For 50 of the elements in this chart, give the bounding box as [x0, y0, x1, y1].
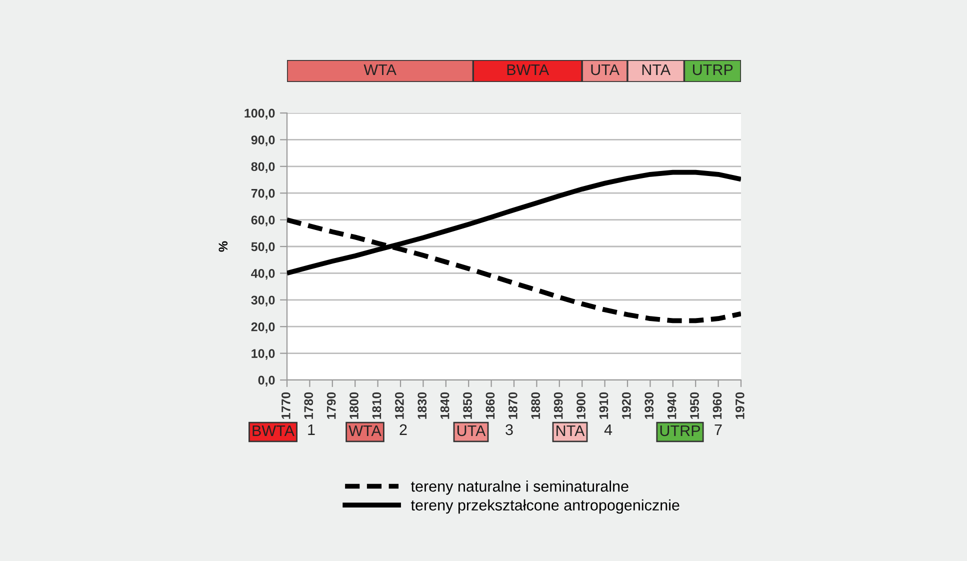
text: 1 [308, 424, 315, 435]
text: NTA [556, 425, 585, 436]
x-tick-label: 1950 [690, 392, 699, 419]
y-tick-label: 10,0 [252, 349, 275, 360]
text: 4 [604, 424, 612, 435]
text: 7 [714, 424, 722, 435]
series-label: WTA [364, 64, 396, 75]
y-tick-label: 30,0 [251, 296, 275, 306]
y-tick-label: 90,0 [251, 136, 275, 146]
y-tick-label: 20,0 [251, 322, 275, 334]
series-label: BWTA [507, 64, 550, 75]
text: WTA [348, 425, 382, 436]
x-tick-label: 1780 [304, 392, 314, 419]
x-tick-label: 1870 [508, 392, 518, 419]
legend-label: tereny naturalne i seminaturalne [410, 480, 628, 495]
y-tick-label: 40,0 [251, 269, 275, 280]
y-tick-label: 60,0 [251, 216, 275, 226]
legend-label: tereny przekształcone antropogenicznie [410, 499, 680, 514]
x-tick-label: 1850 [463, 392, 472, 419]
y-tick-label: 80,0 [251, 162, 275, 173]
text: UTRP [660, 425, 700, 436]
y-tick-label: 100,0 [244, 108, 275, 120]
x-tick-label: 1900 [576, 392, 586, 419]
x-tick-label: 1860 [486, 392, 495, 419]
y-tick-label: 50,0 [251, 242, 275, 253]
x-tick-label: 1970 [736, 392, 744, 419]
x-tick-label: 1890 [554, 392, 563, 419]
text: BWTA [252, 425, 294, 436]
text: UTA [457, 425, 486, 436]
x-tick-label: 1800 [350, 392, 358, 419]
series-label: UTA [591, 64, 620, 76]
x-tick-label: 1840 [440, 392, 450, 419]
series-label: NTA [642, 64, 671, 75]
x-tick-label: 1930 [644, 392, 654, 419]
x-tick-label: 1830 [418, 392, 427, 419]
text: 3 [506, 424, 513, 436]
x-tick-label: 1920 [622, 392, 631, 419]
text: 2 [400, 424, 407, 435]
x-tick-label: 1910 [599, 392, 608, 419]
y-tick-label: 0,0 [258, 376, 275, 386]
x-tick-label: 1940 [667, 392, 676, 419]
y-tick-label: 70,0 [251, 188, 275, 200]
x-tick-label: 1810 [372, 392, 382, 419]
y-axis-title: % [218, 241, 228, 252]
series-label: UTRP [693, 64, 733, 76]
x-tick-label: 1770 [282, 392, 290, 419]
x-tick-label: 1820 [395, 392, 404, 419]
x-tick-label: 1960 [712, 392, 722, 419]
x-tick-label: 1880 [531, 392, 540, 419]
x-tick-label: 1790 [326, 392, 336, 419]
